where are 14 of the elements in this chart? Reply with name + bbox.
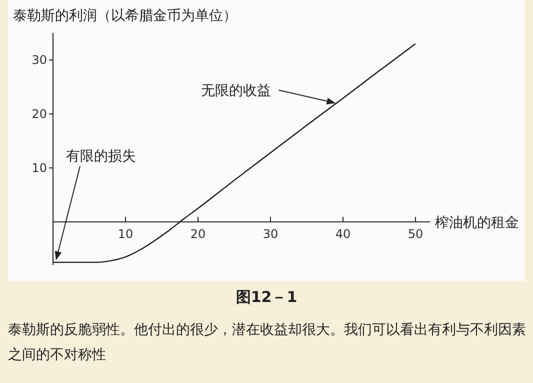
- x-tick-label: 40: [335, 226, 351, 241]
- y-tick-label: 10: [32, 161, 47, 176]
- x-axis-title: 榨油机的租金: [435, 214, 519, 231]
- y-tick-label: 30: [32, 53, 47, 68]
- caption: 图12－1: [234, 288, 298, 307]
- x-tick-label: 30: [262, 226, 278, 241]
- annotation: 无限的收益: [200, 83, 271, 100]
- x-tick-label: 10: [118, 226, 134, 241]
- x-tick-label: 20: [190, 226, 206, 241]
- annotation: 有限的损失: [66, 148, 136, 164]
- x-tick-label: 50: [408, 226, 424, 241]
- y-axis-title: 泰勒斯的利润（以希腊金币为单位）: [13, 8, 237, 24]
- text: 泰勒斯的反脆弱性。他付出的很少，潜在收益却很大。我们可以看出有利与不利因素之间的不对称性: [8, 321, 527, 365]
- y-tick-label: 20: [32, 107, 47, 122]
